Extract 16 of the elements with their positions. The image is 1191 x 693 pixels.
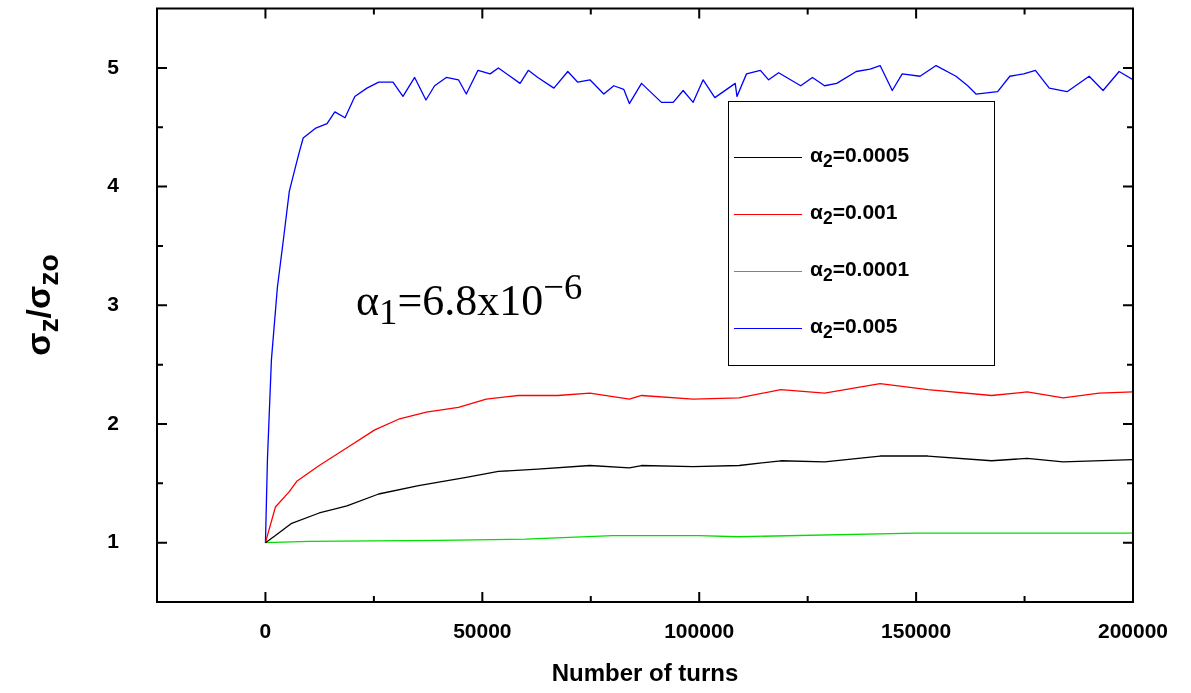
- x-axis-title: Number of turns: [551, 659, 739, 687]
- y-tick-label: 1: [107, 529, 120, 553]
- legend-label: α$_{2}$=0.0001: [810, 256, 910, 287]
- y-tick-label: 3: [107, 292, 119, 316]
- annotation: α$_{1}$=6.8x10$^{−6}$: [356, 265, 583, 334]
- legend-label: α$_{2}$=0.005: [810, 313, 898, 344]
- legend-label: α$_{2}$=0.001: [810, 199, 898, 230]
- x-tick-label: 150000: [881, 619, 952, 643]
- y-tick-label: 4: [107, 173, 120, 197]
- y-tick-label: 5: [107, 54, 120, 78]
- x-tick-label: 200000: [1097, 619, 1169, 643]
- x-tick-label: 50000: [453, 619, 512, 643]
- y-tick-label: 2: [107, 410, 119, 434]
- x-tick-label: 100000: [664, 619, 735, 643]
- legend-label: α$_{2}$=0.0005: [810, 142, 910, 173]
- x-tick-label: 0: [259, 619, 272, 643]
